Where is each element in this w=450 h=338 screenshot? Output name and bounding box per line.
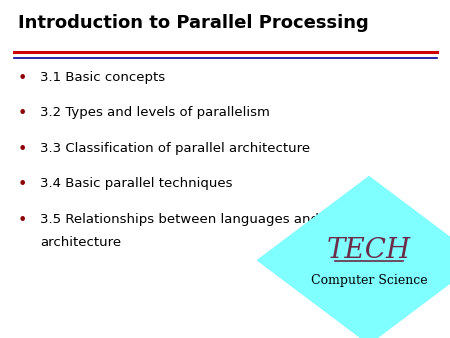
Text: architecture: architecture — [40, 236, 122, 249]
Text: •: • — [18, 106, 27, 121]
Text: •: • — [18, 213, 27, 228]
Text: •: • — [18, 177, 27, 192]
Text: 3.1 Basic concepts: 3.1 Basic concepts — [40, 71, 166, 84]
Text: TECH: TECH — [327, 237, 411, 264]
Text: 3.4 Basic parallel techniques: 3.4 Basic parallel techniques — [40, 177, 233, 190]
Text: 3.5 Relationships between languages and parallel: 3.5 Relationships between languages and … — [40, 213, 374, 226]
Text: 3.2 Types and levels of parallelism: 3.2 Types and levels of parallelism — [40, 106, 270, 119]
Text: 3.3 Classification of parallel architecture: 3.3 Classification of parallel architect… — [40, 142, 310, 155]
Text: Computer Science: Computer Science — [310, 274, 428, 287]
Polygon shape — [256, 176, 450, 338]
Text: Introduction to Parallel Processing: Introduction to Parallel Processing — [18, 14, 369, 31]
Text: •: • — [18, 71, 27, 86]
Text: •: • — [18, 142, 27, 157]
